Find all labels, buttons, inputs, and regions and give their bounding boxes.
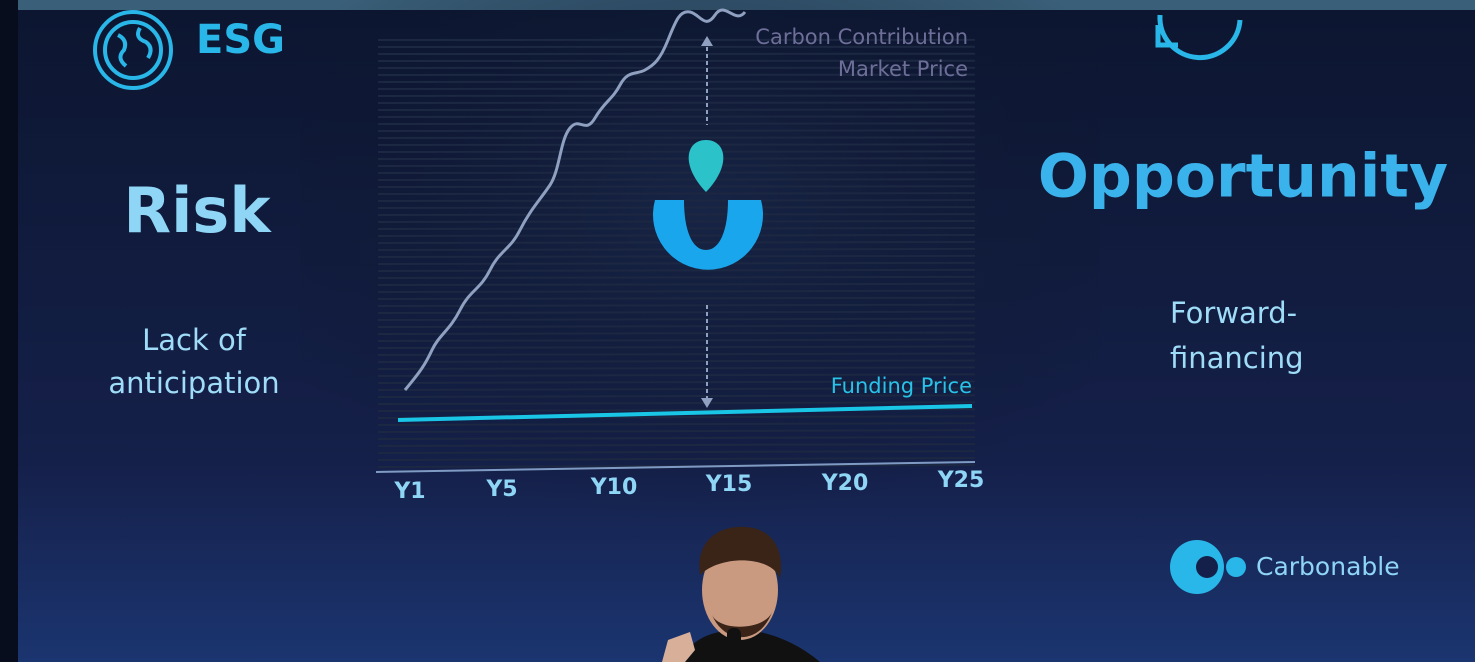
risk-title: Risk bbox=[123, 174, 272, 247]
x-label: Y10 bbox=[590, 475, 638, 500]
x-label: Y1 bbox=[393, 479, 425, 504]
stripe bbox=[378, 270, 975, 271]
stripe bbox=[378, 319, 975, 320]
opportunity-subtitle: Forward- bbox=[1170, 296, 1297, 330]
stripe bbox=[378, 312, 975, 313]
x-label: Y5 bbox=[485, 477, 517, 502]
chart-label: Carbon Contribution bbox=[755, 25, 968, 49]
funding-label: Funding Price bbox=[831, 374, 972, 398]
stripe bbox=[378, 123, 975, 124]
stripe bbox=[378, 193, 975, 194]
slide-photo: ESG Risk Lack of anticipation Carbon Con… bbox=[0, 0, 1475, 662]
stripe bbox=[378, 151, 975, 152]
esg-badge: ESG bbox=[196, 17, 285, 63]
stripe bbox=[378, 277, 975, 278]
risk-subtitle: Lack of bbox=[142, 323, 247, 357]
stripe bbox=[378, 284, 975, 285]
stripe bbox=[378, 137, 975, 138]
stripe bbox=[378, 326, 975, 327]
stripe bbox=[378, 263, 975, 264]
stripe bbox=[378, 172, 975, 173]
chart-label: Market Price bbox=[838, 57, 968, 81]
stripe bbox=[378, 130, 975, 131]
opportunity-title: Opportunity bbox=[1038, 142, 1448, 212]
brand-name: Carbonable bbox=[1256, 552, 1400, 581]
stripe bbox=[378, 305, 975, 306]
x-label: Y15 bbox=[705, 472, 753, 497]
left-edge bbox=[0, 0, 18, 662]
risk-subtitle: anticipation bbox=[108, 366, 279, 400]
stripe bbox=[378, 333, 975, 334]
stripe bbox=[378, 186, 975, 187]
stripe bbox=[378, 291, 975, 292]
stripe bbox=[378, 165, 975, 166]
page: ESG Risk Lack of anticipation Carbon Con… bbox=[0, 0, 1475, 662]
x-label: Y25 bbox=[937, 468, 985, 493]
stripe bbox=[378, 179, 975, 180]
stripe bbox=[378, 144, 975, 145]
x-label: Y20 bbox=[821, 471, 869, 496]
stripe bbox=[378, 158, 975, 159]
opportunity-subtitle: financing bbox=[1170, 341, 1304, 375]
